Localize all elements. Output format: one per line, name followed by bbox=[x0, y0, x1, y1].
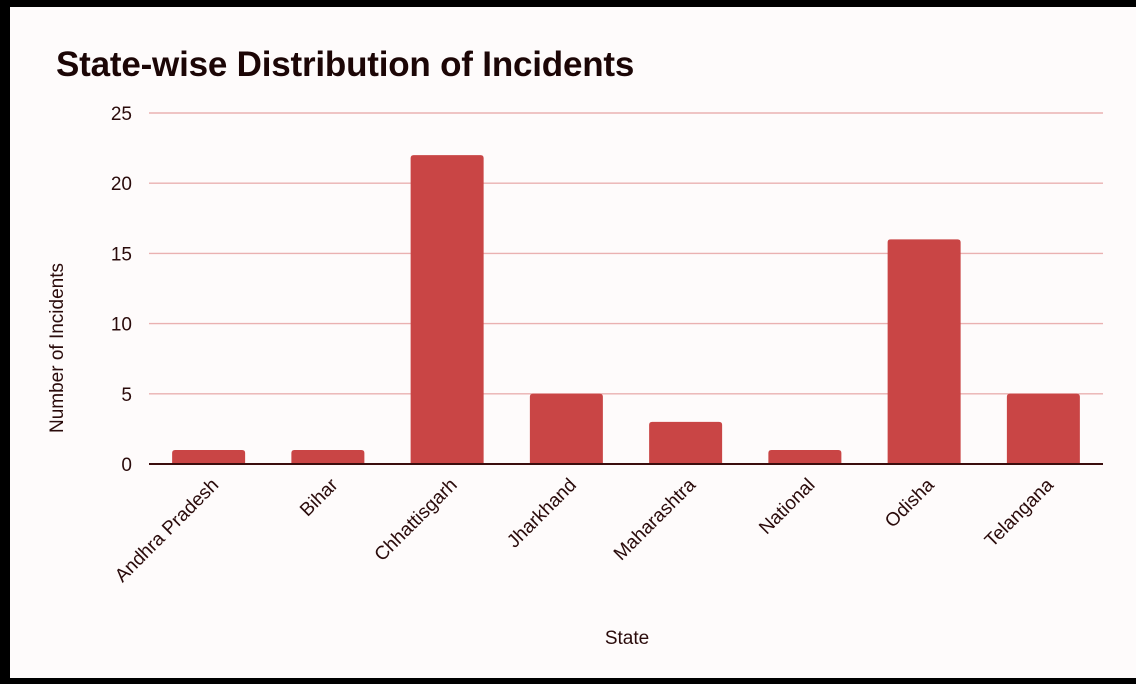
bar-odisha bbox=[887, 239, 961, 464]
y-axis-title: Number of Incidents bbox=[47, 263, 68, 433]
bars bbox=[172, 155, 1080, 464]
y-tick-label: 0 bbox=[121, 455, 132, 476]
y-axis-ticks: 0 5 10 15 20 25 bbox=[111, 104, 132, 476]
x-tick-label: Bihar bbox=[296, 474, 343, 521]
y-tick-label: 15 bbox=[111, 244, 132, 265]
chart-title: State-wise Distribution of Incidents bbox=[56, 45, 635, 84]
x-tick-label: Jharkhand bbox=[503, 475, 581, 553]
bar-national bbox=[768, 449, 842, 464]
bar-maharashtra bbox=[649, 421, 723, 464]
x-tick-label: Odisha bbox=[881, 474, 939, 532]
x-tick-label: National bbox=[755, 475, 819, 539]
y-tick-label: 20 bbox=[111, 174, 132, 195]
y-tick-label: 25 bbox=[111, 104, 132, 125]
y-tick-label: 5 bbox=[121, 385, 132, 406]
x-tick-label: Andhra Pradesh bbox=[111, 475, 223, 587]
bar-telangana bbox=[1006, 393, 1080, 464]
x-axis-ticks: Andhra Pradesh Bihar Chhattisgarh Jharkhand… bbox=[111, 474, 1058, 586]
x-tick-label: Telangana bbox=[981, 474, 1058, 551]
bar-chhattisgarh bbox=[410, 155, 484, 464]
x-tick-label: Chhattisgarh bbox=[371, 475, 462, 566]
y-tick-label: 10 bbox=[111, 315, 132, 336]
bar-andhra-pradesh bbox=[172, 449, 246, 464]
x-axis-title: State bbox=[605, 628, 649, 649]
x-tick-label: Maharashtra bbox=[610, 474, 701, 565]
bar-jharkhand bbox=[529, 393, 603, 464]
bar-bihar bbox=[291, 449, 365, 464]
